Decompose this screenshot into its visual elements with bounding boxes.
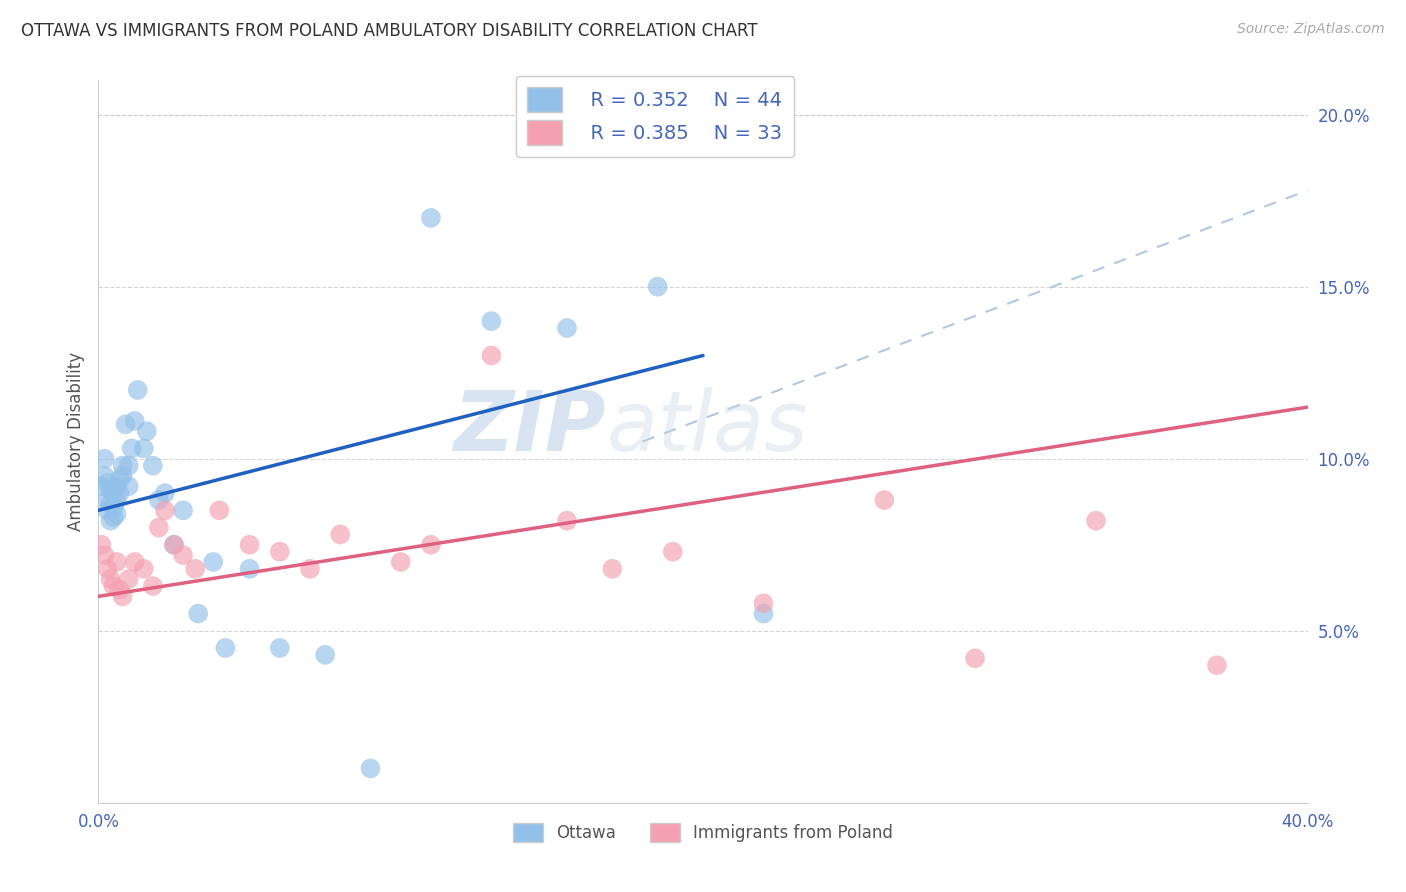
Point bbox=[172, 503, 194, 517]
Point bbox=[1206, 658, 1229, 673]
Point bbox=[142, 579, 165, 593]
Point bbox=[389, 555, 412, 569]
Point bbox=[96, 475, 118, 490]
Point bbox=[103, 500, 125, 514]
Point bbox=[647, 279, 669, 293]
Text: Source: ZipAtlas.com: Source: ZipAtlas.com bbox=[1237, 22, 1385, 37]
Point bbox=[108, 486, 131, 500]
Text: ZIP: ZIP bbox=[454, 386, 606, 467]
Legend: Ottawa, Immigrants from Poland: Ottawa, Immigrants from Poland bbox=[506, 816, 900, 848]
Point bbox=[96, 503, 118, 517]
Point bbox=[100, 483, 122, 497]
Point bbox=[965, 651, 987, 665]
Point bbox=[187, 607, 209, 621]
Point bbox=[108, 582, 131, 597]
Point bbox=[100, 572, 122, 586]
Point bbox=[118, 572, 141, 586]
Point bbox=[752, 607, 775, 621]
Point bbox=[314, 648, 336, 662]
Point bbox=[132, 562, 155, 576]
Point bbox=[299, 562, 322, 576]
Point bbox=[132, 442, 155, 456]
Point bbox=[172, 548, 194, 562]
Point bbox=[121, 442, 143, 456]
Point bbox=[555, 514, 578, 528]
Point bbox=[93, 469, 115, 483]
Point bbox=[90, 479, 112, 493]
Point bbox=[329, 527, 352, 541]
Point bbox=[105, 507, 128, 521]
Point bbox=[153, 503, 176, 517]
Text: OTTAWA VS IMMIGRANTS FROM POLAND AMBULATORY DISABILITY CORRELATION CHART: OTTAWA VS IMMIGRANTS FROM POLAND AMBULAT… bbox=[21, 22, 758, 40]
Point bbox=[118, 458, 141, 473]
Point bbox=[481, 349, 503, 363]
Point bbox=[100, 496, 122, 510]
Point bbox=[103, 486, 125, 500]
Point bbox=[239, 538, 262, 552]
Point bbox=[118, 479, 141, 493]
Point bbox=[239, 562, 262, 576]
Point bbox=[269, 544, 291, 558]
Point bbox=[661, 544, 683, 558]
Point bbox=[873, 493, 896, 508]
Point bbox=[105, 479, 128, 493]
Point bbox=[148, 493, 170, 508]
Point bbox=[90, 538, 112, 552]
Point bbox=[1085, 514, 1108, 528]
Point bbox=[127, 383, 149, 397]
Point bbox=[163, 538, 186, 552]
Point bbox=[420, 211, 443, 225]
Point bbox=[114, 417, 136, 432]
Point bbox=[124, 555, 146, 569]
Point bbox=[142, 458, 165, 473]
Point bbox=[96, 562, 118, 576]
Point bbox=[184, 562, 207, 576]
Point bbox=[108, 472, 131, 486]
Point bbox=[124, 414, 146, 428]
Point bbox=[148, 520, 170, 534]
Point bbox=[202, 555, 225, 569]
Point bbox=[135, 424, 157, 438]
Point bbox=[103, 510, 125, 524]
Text: atlas: atlas bbox=[606, 386, 808, 467]
Point bbox=[153, 486, 176, 500]
Point bbox=[111, 469, 134, 483]
Point bbox=[93, 451, 115, 466]
Point bbox=[105, 555, 128, 569]
Point bbox=[111, 458, 134, 473]
Point bbox=[163, 538, 186, 552]
Point bbox=[555, 321, 578, 335]
Point bbox=[100, 514, 122, 528]
Point bbox=[752, 596, 775, 610]
Point bbox=[208, 503, 231, 517]
Point bbox=[93, 548, 115, 562]
Point bbox=[360, 761, 382, 775]
Point bbox=[269, 640, 291, 655]
Y-axis label: Ambulatory Disability: Ambulatory Disability bbox=[66, 352, 84, 531]
Point bbox=[481, 314, 503, 328]
Point bbox=[214, 640, 236, 655]
Point bbox=[105, 493, 128, 508]
Point bbox=[602, 562, 624, 576]
Point bbox=[420, 538, 443, 552]
Point bbox=[111, 590, 134, 604]
Point bbox=[96, 493, 118, 508]
Point bbox=[103, 579, 125, 593]
